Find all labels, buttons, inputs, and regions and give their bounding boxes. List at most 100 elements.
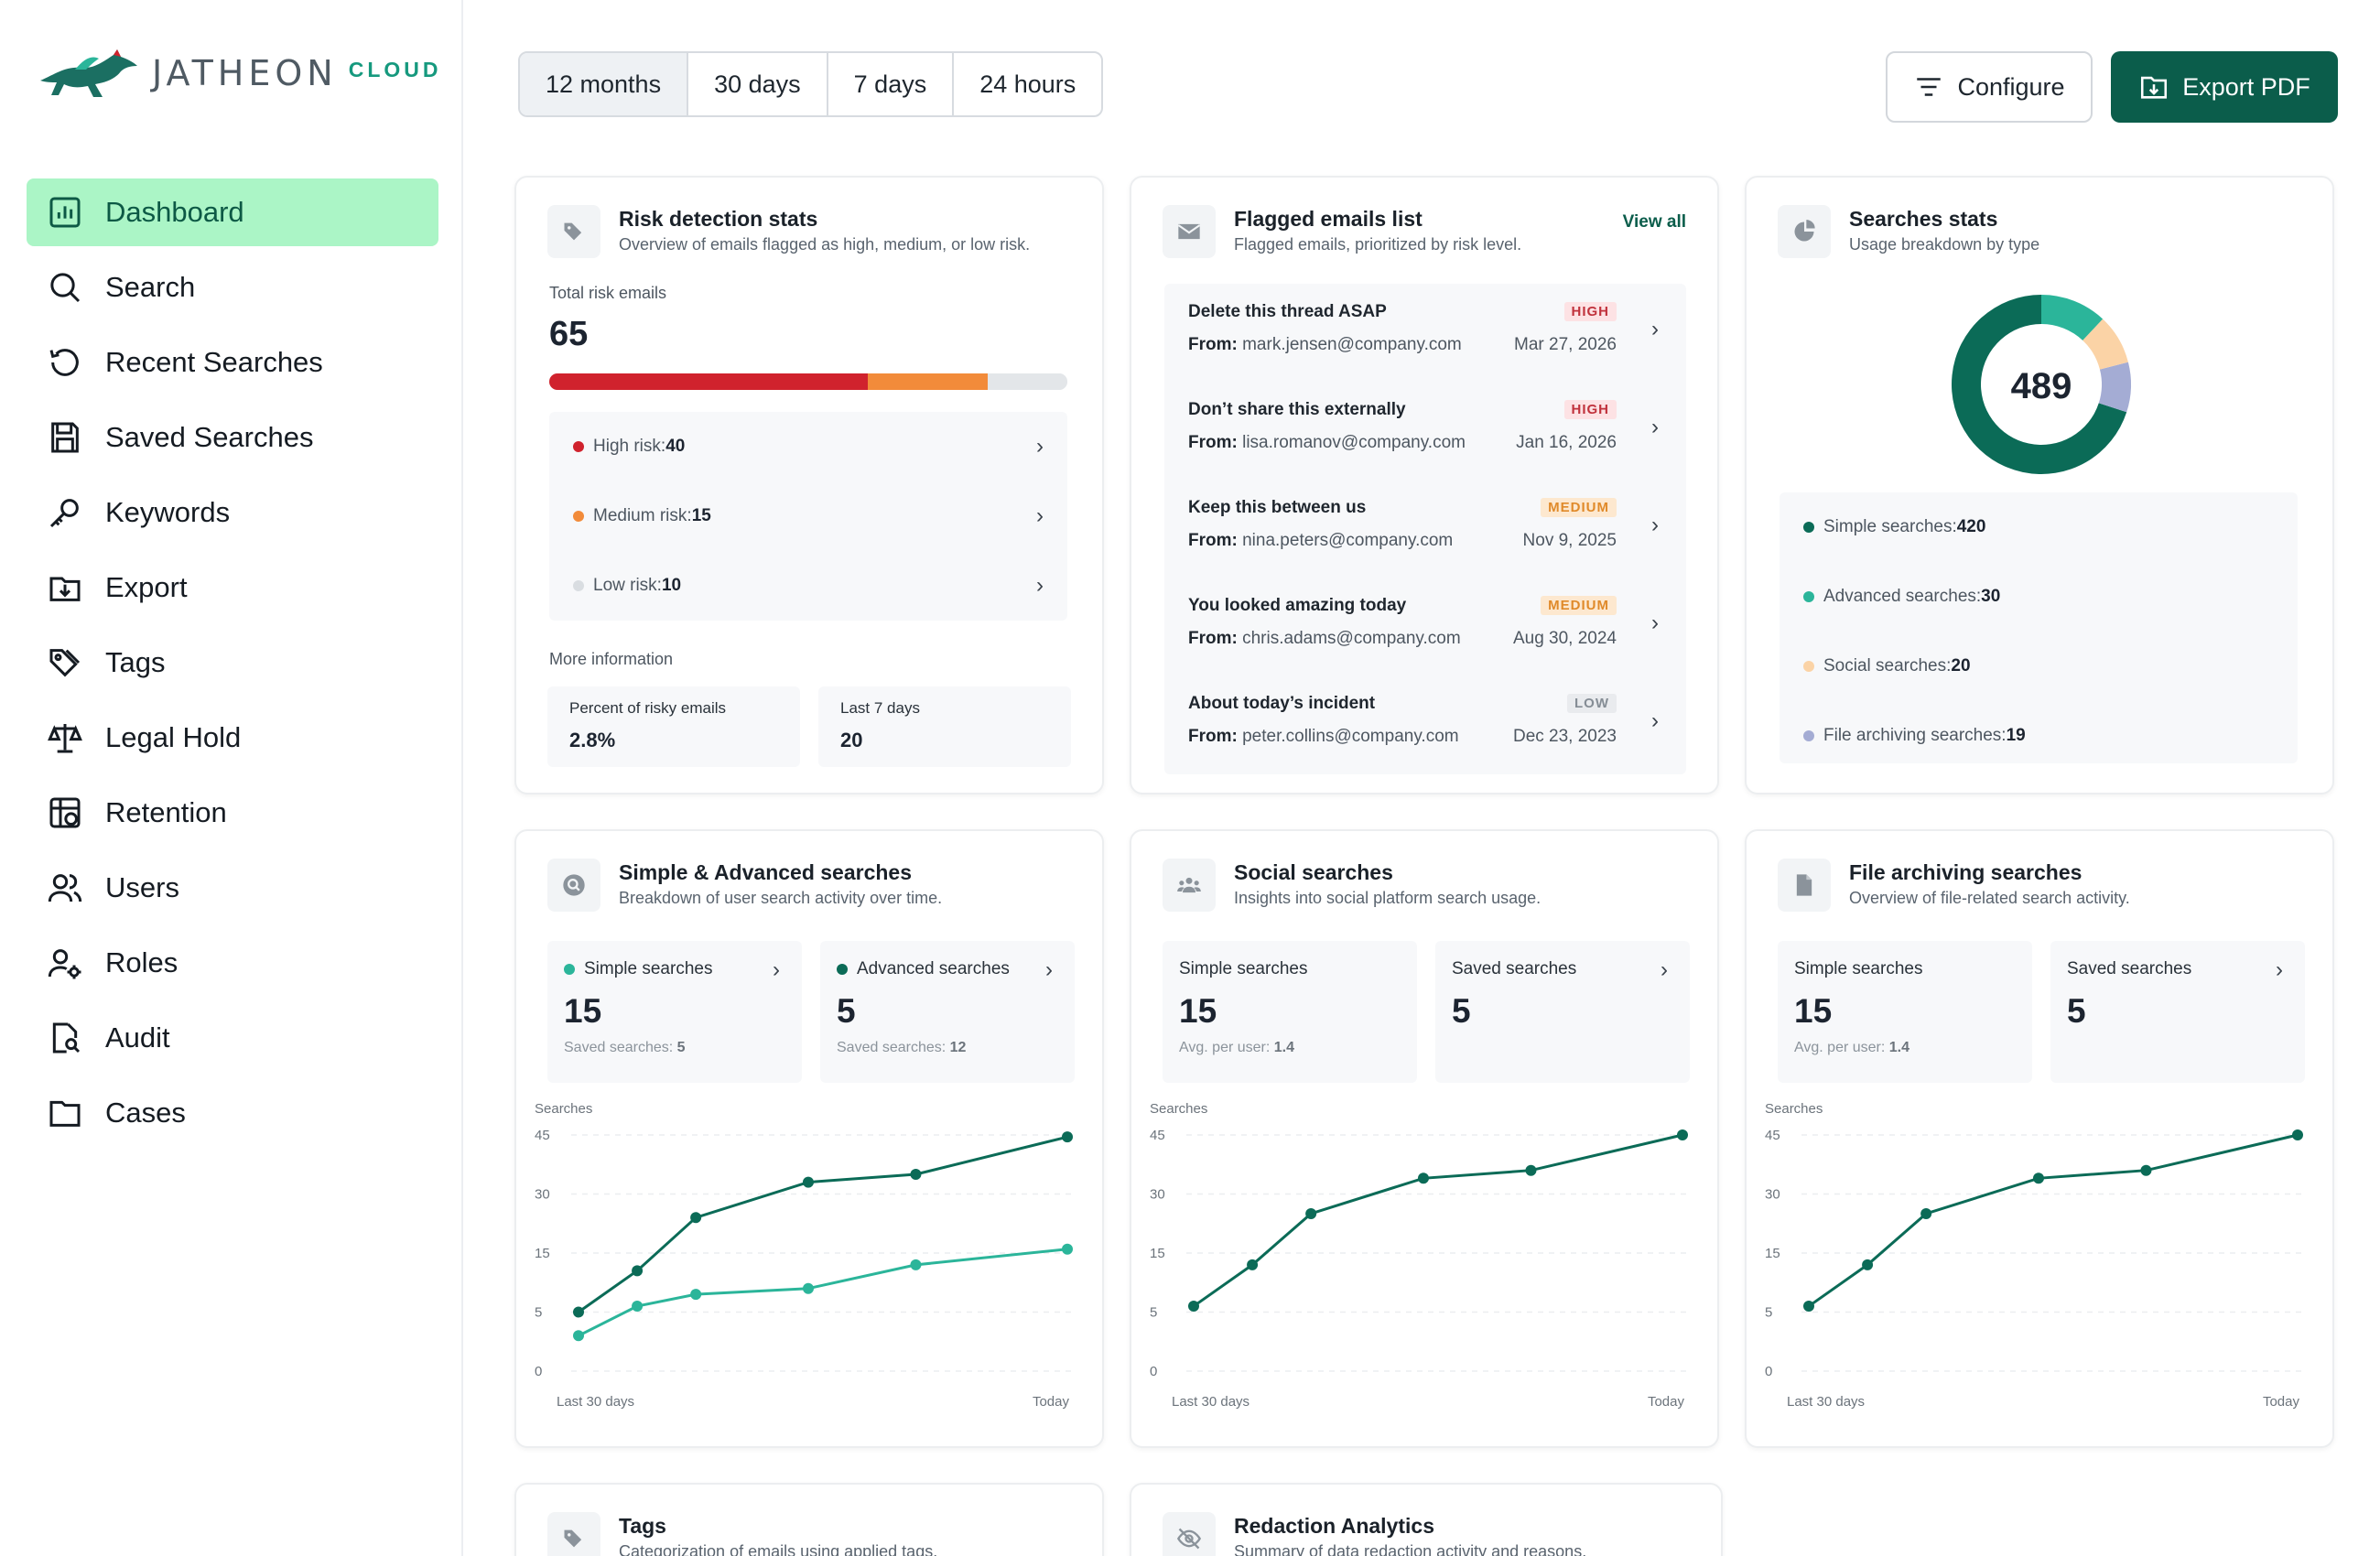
data-point — [573, 1306, 584, 1318]
y-tick-label: 0 — [1150, 1364, 1157, 1379]
sidebar-item-roles[interactable]: Roles — [27, 929, 438, 997]
file-saved-searches-box[interactable]: Saved searches › 5 — [2050, 941, 2305, 1083]
search-type-legend-item: File archiving searches: 19 — [1780, 701, 2298, 771]
social-saved-searches-box[interactable]: Saved searches › 5 — [1435, 941, 1690, 1083]
sidebar-item-keywords[interactable]: Keywords — [27, 479, 438, 546]
searches-stats-card: Searches stats Usage breakdown by type 4… — [1745, 176, 2334, 794]
sidebar-item-label: Saved Searches — [105, 421, 314, 453]
risk-row-label: Medium risk: — [593, 506, 692, 525]
medium-risk-row[interactable]: Medium risk: 15 › — [549, 481, 1067, 551]
y-tick-label: 0 — [1765, 1364, 1772, 1379]
flagged-email-row[interactable]: Delete this thread ASAP From: mark.jensen… — [1164, 284, 1686, 382]
eye-off-icon — [1163, 1512, 1216, 1556]
flagged-email-row[interactable]: Don’t share this externally From: lisa.ro… — [1164, 382, 1686, 480]
chevron-right-icon: › — [1651, 317, 1659, 341]
flagged-email-row[interactable]: Keep this between us From: nina.peters@co… — [1164, 480, 1686, 578]
legend-label: Simple searches: — [1823, 517, 1957, 536]
risk-breakdown-list: High risk: 40 › Medium risk: 15 › Low ri… — [549, 412, 1067, 621]
chevron-right-icon: › — [1036, 434, 1044, 459]
dragon-logo-icon — [40, 49, 137, 97]
y-tick-label: 5 — [535, 1305, 542, 1321]
stat-foot-value: 1.4 — [1888, 1040, 1910, 1055]
tags-card: Tags Categorization of emails using appl… — [514, 1483, 1104, 1556]
sidebar-item-cases[interactable]: Cases — [27, 1079, 438, 1147]
last-7-days-value: 20 — [840, 729, 863, 751]
chevron-right-icon: › — [1651, 415, 1659, 439]
data-point — [910, 1259, 922, 1270]
sidebar-item-tags[interactable]: Tags — [27, 629, 438, 697]
y-tick-label: 0 — [535, 1364, 542, 1379]
file-simple-searches-box[interactable]: Simple searches 15 Avg. per user: 1.4 — [1778, 941, 2032, 1083]
card-subtitle: Flagged emails, prioritized by risk leve… — [1234, 235, 1522, 254]
sidebar-item-label: Users — [105, 871, 179, 903]
range-24-hours[interactable]: 24 hours — [979, 70, 1076, 98]
low-risk-row[interactable]: Low risk: 10 › — [549, 551, 1067, 621]
searches-donut-chart: 489 — [1952, 295, 2131, 474]
y-axis-label: Searches — [1150, 1101, 1207, 1117]
stat-value: 15 — [1794, 992, 1833, 1030]
sidebar-item-audit[interactable]: Audit — [27, 1004, 438, 1072]
social-simple-searches-box[interactable]: Simple searches 15 Avg. per user: 1.4 — [1163, 941, 1417, 1083]
from-label: From: — [1188, 727, 1238, 746]
from-label: From: — [1188, 335, 1238, 354]
chevron-right-icon: › — [1036, 573, 1044, 598]
email-sender: peter.collins@company.com — [1242, 727, 1459, 746]
donut-slice[interactable] — [2098, 362, 2131, 413]
risk-level-badge: MEDIUM — [1541, 498, 1617, 517]
legend-value: 20 — [1951, 656, 1971, 675]
total-risk-value: 65 — [549, 315, 589, 353]
simple-advanced-searches-card: Simple & Advanced searches Breakdown of … — [514, 829, 1104, 1448]
email-sender: mark.jensen@company.com — [1242, 335, 1462, 354]
high-risk-row[interactable]: High risk: 40 › — [549, 412, 1067, 481]
configure-button[interactable]: Configure — [1886, 51, 2093, 123]
risk-detection-card: Risk detection stats Overview of emails … — [514, 176, 1104, 794]
x-start-label: Last 30 days — [1787, 1394, 1865, 1410]
x-start-label: Last 30 days — [1172, 1394, 1250, 1410]
risk-level-badge: LOW — [1567, 694, 1617, 713]
donut-total: 489 — [2011, 366, 2072, 406]
sidebar-item-retention[interactable]: Retention — [27, 779, 438, 847]
range-12-months[interactable]: 12 months — [520, 53, 689, 115]
chevron-right-icon: › — [1651, 513, 1659, 537]
stat-value: 5 — [2067, 992, 2086, 1030]
stat-title: Saved searches — [1452, 959, 1577, 978]
view-all-link[interactable]: View all — [1622, 212, 1686, 232]
range-7-days[interactable]: 7 days — [828, 53, 955, 115]
simple-searches-box[interactable]: Simple searches › 15 Saved searches: 5 — [547, 941, 802, 1083]
x-start-label: Last 30 days — [557, 1394, 634, 1410]
data-point — [1920, 1208, 1932, 1219]
donut-slice[interactable] — [2082, 319, 2128, 370]
sidebar-item-label: Roles — [105, 946, 178, 978]
sidebar-item-dashboard[interactable]: Dashboard — [27, 178, 438, 246]
data-point — [1677, 1129, 1688, 1140]
y-tick-label: 30 — [1150, 1187, 1165, 1203]
chevron-right-icon: › — [1661, 957, 1668, 982]
brand-name: JATHEON — [152, 53, 338, 93]
data-point — [1247, 1259, 1259, 1270]
export-pdf-button[interactable]: Export PDF — [2111, 51, 2338, 123]
series-line — [1808, 1133, 2299, 1308]
redaction-analytics-card: Redaction Analytics Summary of data reda… — [1130, 1483, 1723, 1556]
sidebar-item-recent-searches[interactable]: Recent Searches — [27, 329, 438, 396]
data-point — [690, 1212, 702, 1224]
email-from: From: mark.jensen@company.com — [1188, 335, 1657, 355]
donut-slice[interactable] — [1952, 295, 2127, 474]
donut-slice[interactable] — [2041, 295, 2104, 340]
range-30-days[interactable]: 30 days — [688, 53, 828, 115]
logo[interactable]: JATHEON CLOUD — [38, 46, 442, 101]
sidebar-item-saved-searches[interactable]: Saved Searches — [27, 404, 438, 471]
social-line-chart: Searches 0 5 15 30 45 Last 30 days Today — [1150, 1101, 1688, 1410]
sidebar-item-export[interactable]: Export — [27, 554, 438, 621]
sidebar-item-search[interactable]: Search — [27, 254, 438, 321]
flagged-email-row[interactable]: You looked amazing today From: chris.adam… — [1164, 578, 1686, 675]
advanced-searches-box[interactable]: Advanced searches › 5 Saved searches: 12 — [820, 941, 1075, 1083]
audit-icon — [52, 1022, 81, 1054]
tags-icon — [49, 649, 81, 677]
flagged-email-row[interactable]: About today’s incident From: peter.collin… — [1164, 675, 1686, 773]
data-point — [632, 1301, 644, 1313]
save-icon — [51, 422, 79, 453]
card-subtitle: Overview of emails flagged as high, medi… — [619, 235, 1031, 254]
percent-risky-box: Percent of risky emails 2.8% — [547, 686, 800, 767]
sidebar-item-users[interactable]: Users — [27, 854, 438, 922]
sidebar-item-legal-hold[interactable]: Legal Hold — [27, 704, 438, 772]
